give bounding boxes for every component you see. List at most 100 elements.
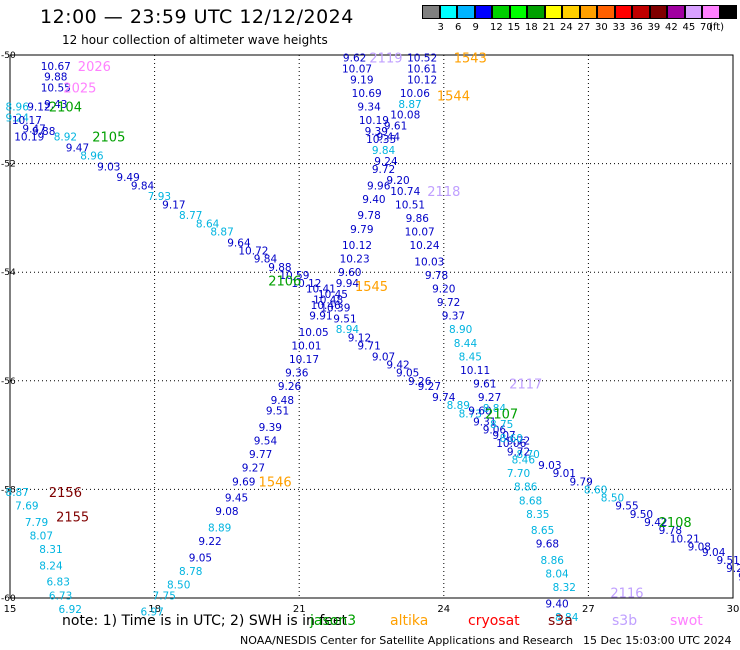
wave-height-point: 10.23 bbox=[340, 254, 370, 266]
color-scale-swatch bbox=[509, 5, 527, 19]
pass-number-label: 2118 bbox=[427, 185, 460, 200]
wave-height-point: 9.08 bbox=[688, 541, 711, 553]
wave-height-point: 8.87 bbox=[210, 226, 233, 238]
wave-height-point: 8.94 bbox=[336, 324, 360, 336]
wave-height-point: 8.50 bbox=[167, 579, 190, 591]
color-scale-swatch bbox=[667, 5, 685, 19]
color-scale-label: 70 bbox=[700, 22, 713, 33]
wave-height-point: 9.94 bbox=[336, 278, 360, 290]
color-scale-label: 33 bbox=[612, 22, 626, 33]
wave-height-point: 9.43 bbox=[44, 99, 67, 111]
wave-height-point: 10.51 bbox=[395, 199, 425, 211]
color-scale-swatch bbox=[579, 5, 597, 19]
wave-height-point: 8.84 bbox=[483, 403, 507, 415]
color-scale-swatch bbox=[649, 5, 667, 19]
legend-satellite-cryosat: cryosat bbox=[468, 613, 520, 629]
wave-height-point: 8.60 bbox=[500, 433, 523, 445]
wave-height-point: 10.17 bbox=[12, 115, 42, 127]
y-tick-label: -56 bbox=[1, 377, 16, 387]
wave-height-point: 9.84 bbox=[254, 254, 278, 266]
wave-height-point: 6.73 bbox=[49, 590, 72, 602]
color-scale-swatch bbox=[614, 5, 632, 19]
pass-number-label: 2104 bbox=[49, 101, 82, 116]
wave-height-point: 8.96 bbox=[6, 102, 30, 114]
wave-height-point: 10.55 bbox=[41, 83, 71, 95]
wave-height-point: 8.77 bbox=[179, 210, 202, 222]
wave-height-point: 9.20 bbox=[432, 283, 455, 295]
wave-height-point: 9.54 bbox=[254, 436, 278, 448]
wave-height-point: 8.70 bbox=[516, 449, 539, 461]
wave-height-point: 9.84 bbox=[372, 145, 396, 157]
wave-height-point: 10.41 bbox=[306, 283, 336, 295]
wave-height-point: 9.12 bbox=[27, 102, 50, 114]
wave-height-point: 9.27 bbox=[418, 381, 441, 393]
legend-satellite-s3b: s3b bbox=[612, 613, 638, 629]
wave-height-point: 8.24 bbox=[39, 560, 63, 572]
color-scale-swatch bbox=[544, 5, 562, 19]
legend-satellite-altika: altika bbox=[390, 613, 429, 629]
wave-height-point: 6.83 bbox=[47, 577, 70, 589]
wave-height-point: 9.91 bbox=[309, 311, 332, 323]
wave-height-point: 9.49 bbox=[116, 172, 139, 184]
wave-height-point: 9.61 bbox=[473, 379, 496, 391]
pass-number-label: 1545 bbox=[355, 280, 388, 295]
wave-height-point: 8.84 bbox=[555, 612, 579, 624]
wave-height-point: 8.87 bbox=[398, 99, 421, 111]
wave-height-point: 9.47 bbox=[22, 123, 45, 135]
wave-height-point: 9.24 bbox=[6, 112, 30, 124]
wave-height-point: 9.42 bbox=[386, 360, 409, 372]
legend-satellite-s3a: s3a bbox=[548, 613, 573, 629]
wave-height-point: 9.69 bbox=[232, 476, 255, 488]
wave-height-point: 9.17 bbox=[162, 199, 185, 211]
y-tick-label: -58 bbox=[1, 485, 16, 495]
wave-height-point: 9.03 bbox=[97, 161, 120, 173]
wave-height-point: 9.77 bbox=[249, 449, 272, 461]
wave-height-point: 8.90 bbox=[449, 324, 472, 336]
legend-satellite-swot: swot bbox=[670, 613, 703, 629]
wave-height-point: 10.21 bbox=[670, 533, 700, 545]
wave-height-point: 9.44 bbox=[377, 131, 401, 143]
wave-height-point: 7.69 bbox=[15, 501, 38, 513]
wave-height-point: 9.78 bbox=[357, 210, 380, 222]
wave-height-point: 9.47 bbox=[66, 142, 89, 154]
wave-height-point: 9.07 bbox=[372, 351, 395, 363]
wave-height-point: 9.05 bbox=[396, 368, 419, 380]
pass-number-label: 2155 bbox=[56, 511, 89, 526]
color-scale-label: 21 bbox=[542, 22, 556, 33]
wave-height-point: 9.84 bbox=[131, 180, 155, 192]
pass-number-label: 2119 bbox=[369, 52, 402, 67]
wave-height-point: 10.01 bbox=[291, 341, 321, 353]
wave-height-point: 9.48 bbox=[271, 395, 294, 407]
wave-height-point: 9.27 bbox=[478, 392, 501, 404]
wave-height-point: 9.40 bbox=[362, 194, 385, 206]
pass-number-label: 2025 bbox=[63, 82, 96, 97]
wave-height-point: 9.26 bbox=[278, 381, 302, 393]
wave-height-point: 9.88 bbox=[44, 72, 67, 84]
wave-height-point: 9.04 bbox=[702, 547, 726, 559]
color-scale-label: 24 bbox=[560, 22, 573, 33]
wave-height-point: 9.72 bbox=[372, 164, 395, 176]
color-scale-unit: (ft) bbox=[709, 22, 725, 33]
wave-height-point: 6.97 bbox=[140, 607, 163, 619]
wave-height-point: 9.29 bbox=[726, 563, 740, 575]
wave-height-point: 10.03 bbox=[414, 256, 444, 268]
wave-height-point: 9.22 bbox=[198, 536, 221, 548]
y-tick-label: -54 bbox=[1, 268, 16, 278]
wave-height-point: 10.12 bbox=[407, 74, 437, 86]
wave-height-point: 9.34 bbox=[357, 102, 381, 114]
color-scale-swatch bbox=[632, 5, 650, 19]
wave-height-point: 9.27 bbox=[242, 463, 265, 475]
wave-height-point: 10.06 bbox=[496, 438, 526, 450]
wave-height-point: 9.55 bbox=[615, 501, 638, 513]
wave-height-point: 9.78 bbox=[659, 525, 682, 537]
wave-height-point: 10.74 bbox=[390, 186, 420, 198]
wave-height-point: 10.12 bbox=[342, 240, 372, 252]
wave-height-point: 9.60 bbox=[468, 406, 491, 418]
wave-height-point: 9.79 bbox=[350, 224, 373, 236]
wave-height-point: 8.68 bbox=[519, 495, 542, 507]
wave-height-point: 9.05 bbox=[189, 552, 212, 564]
wave-height-point: 9.64 bbox=[227, 237, 251, 249]
wave-height-point: 10.67 bbox=[41, 61, 71, 73]
color-scale-label: 15 bbox=[507, 22, 521, 33]
